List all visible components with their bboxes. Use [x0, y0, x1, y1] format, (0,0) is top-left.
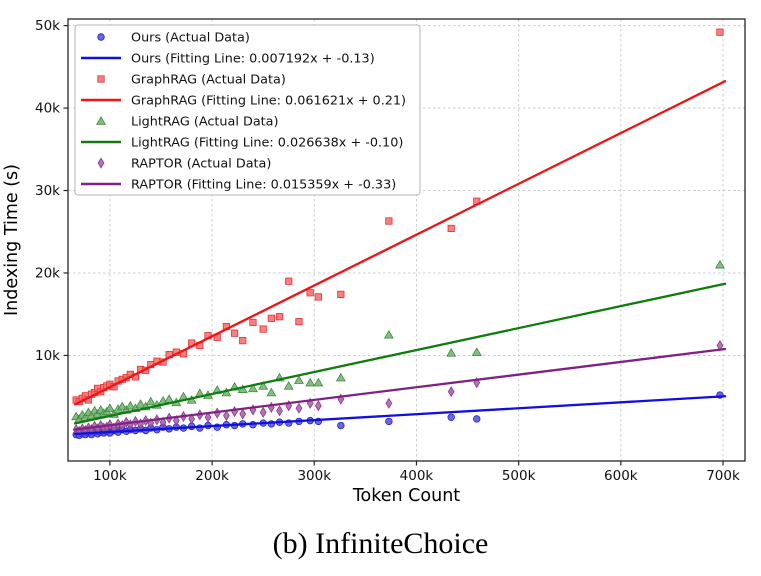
- x-tick-label: 700k: [706, 468, 740, 484]
- y-axis-label: Indexing Time (s): [2, 164, 22, 316]
- ours-data-point: [473, 415, 481, 423]
- raptor-data-point: [172, 415, 180, 427]
- raptor-data-point: [223, 410, 230, 422]
- raptor-data-point: [314, 400, 322, 412]
- raptor-data-point: [159, 416, 167, 428]
- lightrag-data-point: [313, 377, 324, 387]
- indexing-time-vs-token-count-chart: 100k 200k 300k 400k 500k 600k 700k 10k 20k 30k 40k…: [2, 18, 746, 506]
- raptor-data-point: [259, 406, 267, 418]
- raptor-data-point: [276, 405, 283, 417]
- y-tick-label: 30k: [35, 183, 60, 199]
- y-tick-label: 20k: [35, 266, 60, 282]
- x-tick-label: 300k: [297, 468, 331, 484]
- lightrag-data-point: [471, 347, 482, 356]
- legend-label: RAPTOR (Fitting Line: 0.015359x + -0.33): [131, 177, 396, 192]
- graphrag-data-point: [230, 329, 239, 337]
- lightrag-data-point: [335, 372, 346, 382]
- y-tick-label: 40k: [35, 101, 60, 117]
- graphrag-data-point: [447, 224, 455, 233]
- graphrag-data-point: [314, 293, 322, 301]
- x-tick-label: 500k: [502, 468, 536, 484]
- lightrag-data-point: [135, 399, 146, 408]
- legend-label: LightRAG (Actual Data): [131, 114, 279, 129]
- lightrag-data-point: [446, 348, 457, 357]
- figure-caption: (b) InfiniteChoice: [272, 527, 489, 560]
- lightrag-data-point: [305, 377, 316, 387]
- series-lightrag-fit-line: [74, 282, 727, 425]
- graphrag-data-point: [716, 28, 724, 36]
- raptor-data-point: [295, 402, 303, 414]
- legend-label: Ours (Actual Data): [131, 30, 250, 45]
- lightrag-data-point: [258, 381, 269, 390]
- ours-data-point: [97, 33, 105, 41]
- raptor-data-point: [385, 397, 393, 409]
- graphrag-data-point: [337, 290, 345, 299]
- lightrag-data-point: [283, 381, 294, 390]
- graphrag-data-point: [249, 318, 257, 327]
- graphrag-data-point: [97, 75, 105, 83]
- raptor-data-point: [204, 411, 212, 423]
- series-graphrag-fit-line: [74, 80, 727, 406]
- raptor-data-point: [97, 157, 105, 169]
- legend-label: Ours (Fitting Line: 0.007192x + -0.13): [131, 51, 375, 66]
- lightrag-data-point: [266, 387, 277, 397]
- ours-data-point: [337, 421, 345, 430]
- plot-border: [67, 18, 746, 462]
- raptor-data-point: [239, 408, 247, 420]
- lightrag-data-point: [714, 259, 725, 269]
- raptor-data-point: [231, 405, 238, 418]
- lightrag-data-point: [125, 400, 136, 410]
- lightrag-data-point: [383, 329, 394, 339]
- graphrag-data-point: [306, 289, 314, 297]
- graphrag-data-point: [239, 337, 247, 345]
- graphrag-data-point: [385, 217, 393, 225]
- legend-label: RAPTOR (Actual Data): [131, 156, 271, 171]
- ours-data-point: [385, 417, 393, 426]
- x-tick-label: 600k: [604, 468, 638, 484]
- series-ours-fit-line: [74, 395, 727, 436]
- legend-label: LightRAG (Fitting Line: 0.026638x + -0.1…: [131, 135, 403, 150]
- graphrag-data-point: [259, 325, 267, 333]
- legend-box: [74, 24, 421, 196]
- graphrag-data-point: [267, 314, 275, 322]
- lightrag-data-point: [145, 396, 156, 406]
- legend-label: GraphRAG (Actual Data): [131, 72, 286, 87]
- x-tick-label: 400k: [400, 468, 434, 484]
- lightrag-data-point: [117, 401, 128, 411]
- lightrag-data-point: [164, 394, 175, 403]
- lightrag-data-point: [104, 403, 115, 412]
- lightrag-data-point: [247, 383, 258, 393]
- y-tick-label: 50k: [35, 18, 60, 34]
- lightrag-data-point: [293, 375, 304, 384]
- raptor-data-point: [447, 386, 455, 398]
- lightrag-data-point: [96, 116, 106, 125]
- raptor-data-point: [188, 413, 196, 425]
- legend-label: GraphRAG (Fitting Line: 0.061621x + 0.21…: [131, 93, 406, 108]
- x-axis-label: Token Count: [352, 486, 460, 506]
- y-tick-label: 10k: [35, 348, 60, 364]
- x-tick-label: 200k: [195, 468, 229, 484]
- graphrag-data-point: [275, 313, 284, 321]
- graphrag-data-point: [295, 318, 303, 326]
- graphrag-data-point: [285, 277, 293, 285]
- series-lightrag-points: [71, 259, 725, 423]
- series-raptor-fit-line: [74, 347, 727, 431]
- ours-data-point: [447, 413, 455, 421]
- x-tick-label: 100k: [93, 468, 127, 484]
